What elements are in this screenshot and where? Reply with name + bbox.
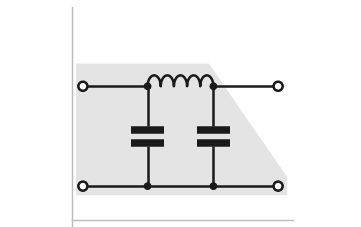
Circle shape xyxy=(144,183,151,189)
Circle shape xyxy=(210,183,217,189)
Circle shape xyxy=(274,182,283,191)
Circle shape xyxy=(274,82,283,91)
Circle shape xyxy=(78,82,87,91)
Circle shape xyxy=(78,182,87,191)
Polygon shape xyxy=(76,64,287,195)
Circle shape xyxy=(144,83,151,89)
Circle shape xyxy=(210,83,217,89)
